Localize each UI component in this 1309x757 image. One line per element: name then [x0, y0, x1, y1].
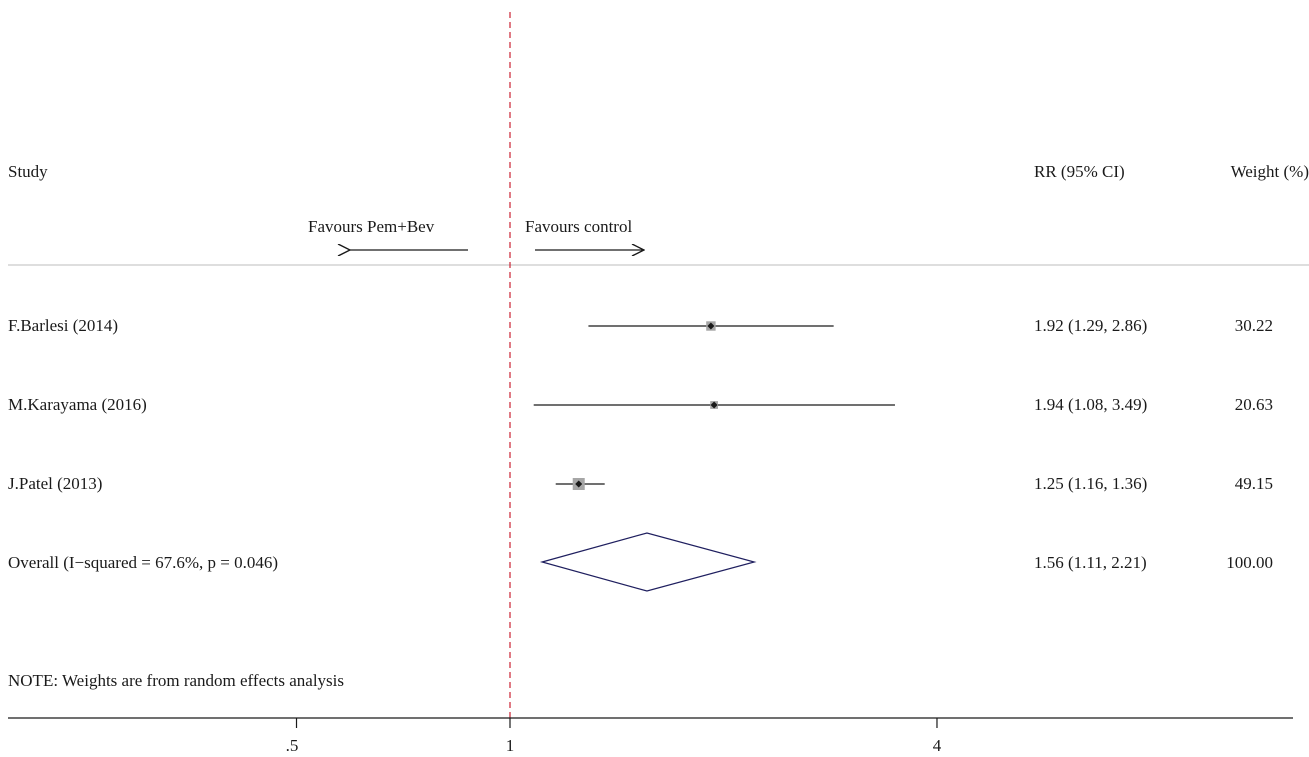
study-weight-text: 49.15 — [1234, 474, 1273, 493]
study-weight-text: 30.22 — [1234, 316, 1273, 335]
point-estimate — [710, 401, 718, 409]
x-tick-label: .5 — [285, 736, 299, 755]
study-weight-text: 20.63 — [1234, 395, 1273, 414]
note-text: NOTE: Weights are from random effects an… — [8, 671, 345, 690]
rr-header: RR (95% CI) — [1034, 162, 1125, 181]
weight-header: Weight (%) — [1230, 162, 1309, 181]
overall-rr-text: 1.56 (1.11, 2.21) — [1034, 553, 1147, 572]
study-label: J.Patel (2013) — [8, 474, 103, 493]
point-estimate — [707, 322, 715, 330]
overall-label: Overall (I−squared = 67.6%, p = 0.046) — [8, 553, 278, 572]
x-tick-label: 1 — [505, 736, 515, 755]
point-estimate — [575, 480, 583, 488]
overall-weight-text: 100.00 — [1226, 553, 1273, 572]
study-rr-text: 1.94 (1.08, 3.49) — [1034, 395, 1148, 414]
favours-left-label: Favours Pem+Bev — [308, 217, 435, 236]
overall-diamond — [539, 532, 757, 592]
study-label: F.Barlesi (2014) — [8, 316, 119, 335]
favours-right-label: Favours control — [525, 217, 633, 236]
x-tick-label: 4 — [932, 736, 942, 755]
study-header: Study — [8, 162, 48, 181]
study-rr-text: 1.25 (1.16, 1.36) — [1034, 474, 1148, 493]
study-label: M.Karayama (2016) — [8, 395, 147, 414]
study-rr-text: 1.92 (1.29, 2.86) — [1034, 316, 1148, 335]
